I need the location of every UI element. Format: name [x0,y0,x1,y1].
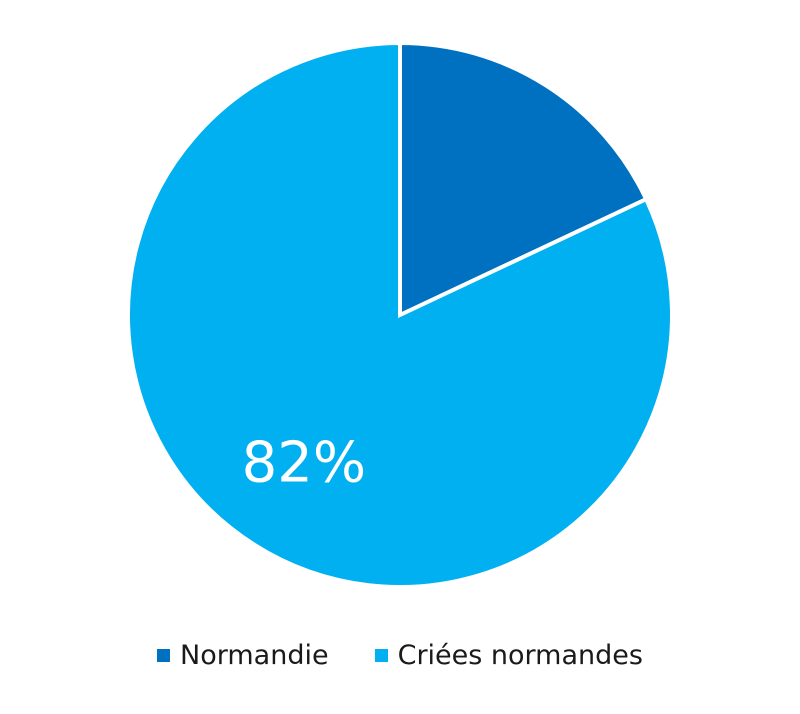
legend-item-normandie: Normandie [157,640,329,671]
data-label-cri-es-normandes: 82% [242,431,366,496]
legend-label-criees-normandes: Criées normandes [397,640,643,671]
chart-legend: Normandie Criées normandes [0,640,800,671]
pie-slice-normandie [398,40,649,319]
pie-slice-cri-es-normandes [126,40,674,589]
legend-swatch-criees-normandes [374,649,388,662]
legend-swatch-normandie [157,649,171,662]
legend-item-criees-normandes: Criées normandes [374,640,643,671]
pie-data-labels: 82% [242,431,366,496]
legend-label-normandie: Normandie [180,640,329,671]
pie-slices [126,40,674,589]
